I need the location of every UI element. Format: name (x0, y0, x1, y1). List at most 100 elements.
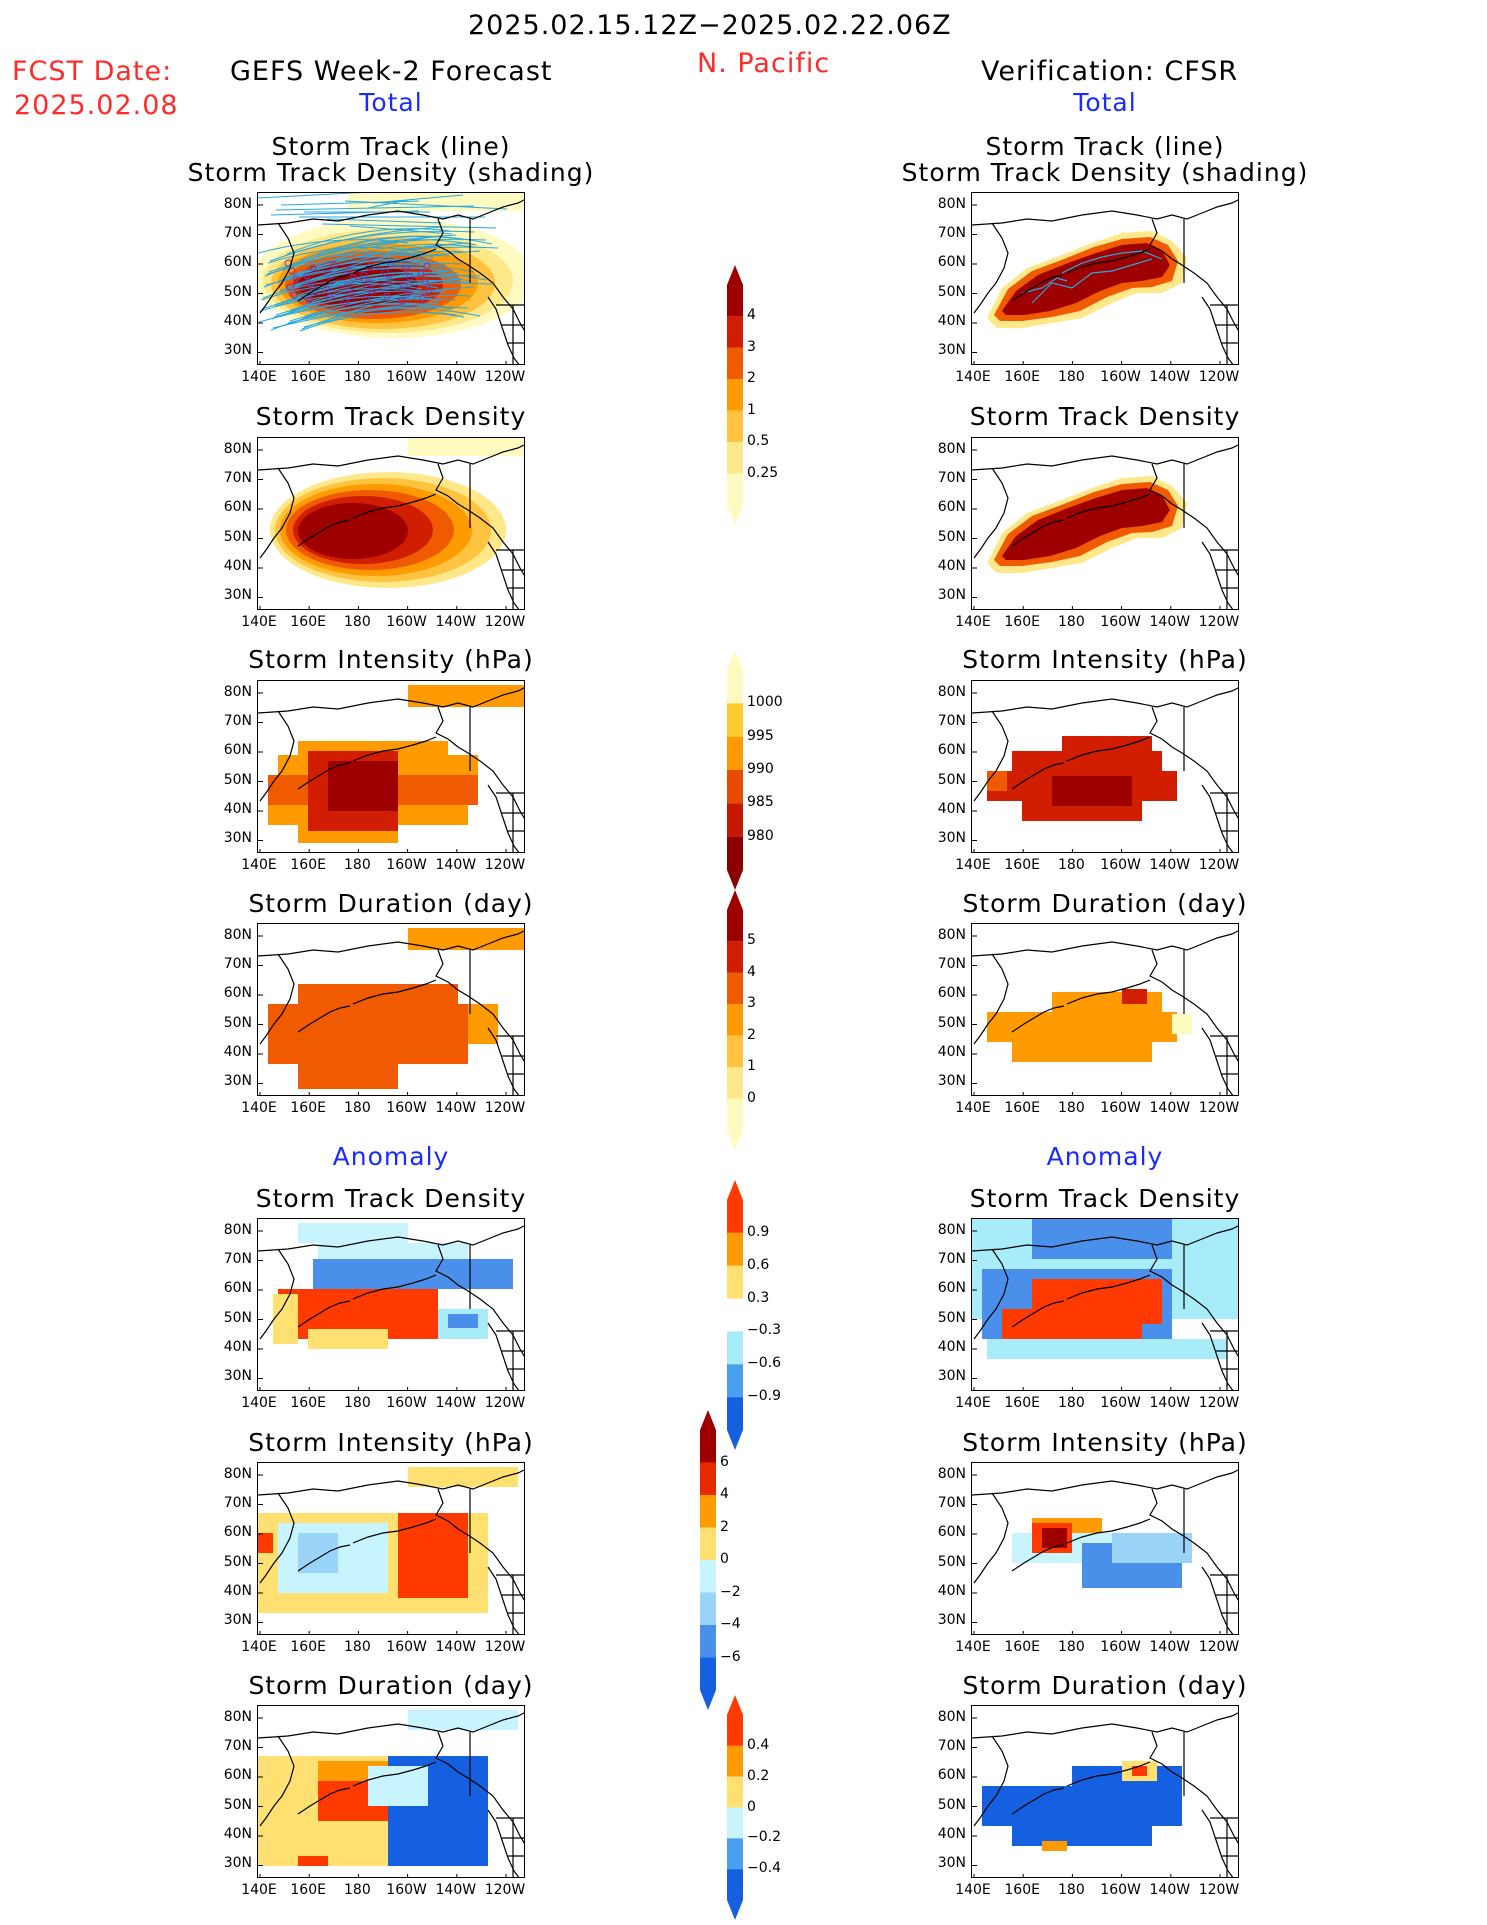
anomaly-cells (972, 1219, 1238, 1359)
lat-label: 80N (937, 441, 966, 457)
anomaly-cells (982, 1761, 1182, 1851)
title-anom-density-left: Storm Track Density (255, 1184, 527, 1213)
lon-label: 120W (1198, 614, 1240, 630)
lat-label: 70N (937, 713, 966, 730)
colorbar-label: 2 (720, 1518, 729, 1535)
lon-label: 160E (1004, 614, 1040, 630)
coastline (972, 1469, 1238, 1634)
map-intensity-right (972, 687, 1238, 852)
colorbar-intensity (727, 650, 743, 890)
map-anom-duration-left (258, 1710, 524, 1877)
lon-label: 140W (435, 614, 477, 630)
lon-label: 160W (386, 1882, 427, 1898)
storm-tracks (1021, 250, 1163, 304)
colorbar-segment (700, 1495, 716, 1528)
title-anom-density-right: Storm Track Density (969, 1184, 1241, 1213)
colorbar-segment (727, 1331, 743, 1365)
colorbar-label: 0.5 (747, 433, 770, 450)
title-track-shading-left: Storm Track Density (shading) (187, 158, 595, 187)
lon-label: 160E (290, 1395, 326, 1411)
map-density-left (258, 438, 524, 609)
lat-label: 50N (937, 1553, 966, 1570)
title-density-left: Storm Track Density (255, 402, 527, 431)
lat-label: 70N (223, 713, 252, 730)
coastline (972, 444, 1238, 609)
colorbar-label: 0.4 (747, 1736, 770, 1753)
left-anomaly-label: Anomaly (332, 1142, 450, 1171)
colorbar-segment (700, 1592, 716, 1625)
map-panel-density-left (257, 437, 525, 610)
title-density-right: Storm Track Density (969, 402, 1241, 431)
map-track-left (258, 193, 524, 364)
lon-label: 140W (1149, 614, 1191, 630)
lon-label: 140E (955, 369, 991, 385)
lat-label: 30N (937, 342, 966, 358)
title-anom-duration-left: Storm Duration (day) (248, 1671, 534, 1700)
lon-label: 140E (955, 614, 991, 630)
map-panel-density-right (971, 437, 1239, 610)
colorbar-label: −0.9 (747, 1388, 781, 1405)
lat-label: 40N (223, 312, 252, 329)
lon-label: 140E (955, 857, 991, 873)
lat-label: 40N (223, 800, 252, 817)
map-panel-anom-intensity-right (971, 1462, 1239, 1635)
colorbar-segment (727, 473, 743, 525)
map-panel-intensity-right (971, 680, 1239, 853)
lon-label: 140E (955, 1639, 991, 1655)
lon-label: 140E (241, 1395, 277, 1411)
colorbar-label: −0.3 (747, 1322, 781, 1339)
lon-label: 180 (344, 1639, 371, 1655)
lat-label: 60N (223, 1524, 252, 1541)
lat-label: 30N (937, 1855, 966, 1871)
title-duration-left: Storm Duration (day) (248, 889, 534, 918)
lat-label: 40N (223, 557, 252, 574)
coastline (972, 1712, 1238, 1877)
lon-label: 120W (484, 369, 526, 385)
lon-label: 140W (435, 1639, 477, 1655)
lon-label: 140E (241, 1100, 277, 1116)
coastline (258, 199, 524, 364)
lat-label: 60N (937, 985, 966, 1002)
lon-label: 180 (1058, 1395, 1085, 1411)
colorbar-segment (700, 1527, 716, 1560)
lat-label: 30N (937, 1612, 966, 1628)
lon-label: 160W (386, 857, 427, 873)
coastline (972, 1225, 1238, 1390)
colorbar-segment (700, 1462, 716, 1495)
lon-label: 120W (484, 1639, 526, 1655)
lat-label: 70N (937, 225, 966, 242)
lat-label: 40N (937, 800, 966, 817)
lon-label: 140W (435, 1100, 477, 1116)
colorbar-segment (727, 265, 743, 317)
lat-label: 40N (223, 1043, 252, 1060)
lat-label: 80N (223, 1466, 252, 1482)
lon-label: 180 (1058, 857, 1085, 873)
lat-label: 70N (937, 1251, 966, 1268)
lat-label: 60N (937, 1767, 966, 1784)
colorbar-segment (700, 1560, 716, 1593)
lat-label: 80N (223, 1222, 252, 1238)
lon-label: 140E (955, 1100, 991, 1116)
colorbar-label: 0.6 (747, 1256, 770, 1273)
lon-label: 140E (955, 1395, 991, 1411)
colorbar-anom-intensity (700, 1410, 716, 1710)
date-range-title: 2025.02.15.12Z−2025.02.22.06Z (468, 10, 952, 41)
colorbar-label: 0.3 (747, 1289, 770, 1306)
coastline (972, 930, 1238, 1095)
lat-label: 70N (937, 956, 966, 973)
colorbar-label: 4 (747, 307, 756, 324)
colorbar-segment (727, 703, 743, 737)
colorbar-label: −0.6 (747, 1355, 781, 1372)
left-column-title: GEFS Week-2 Forecast (230, 56, 553, 87)
lon-label: 160W (386, 614, 427, 630)
right-anomaly-label: Anomaly (1046, 1142, 1164, 1171)
lon-label: 140E (241, 857, 277, 873)
arctic-shading (408, 438, 524, 456)
colorbar-label: 2 (747, 1026, 756, 1043)
colorbar-segment (727, 972, 743, 1005)
lon-label: 180 (344, 857, 371, 873)
lat-label: 50N (223, 1553, 252, 1570)
colorbar-label: 0.25 (747, 464, 779, 481)
lat-label: 70N (937, 470, 966, 487)
anomaly-cells (1012, 1518, 1192, 1588)
